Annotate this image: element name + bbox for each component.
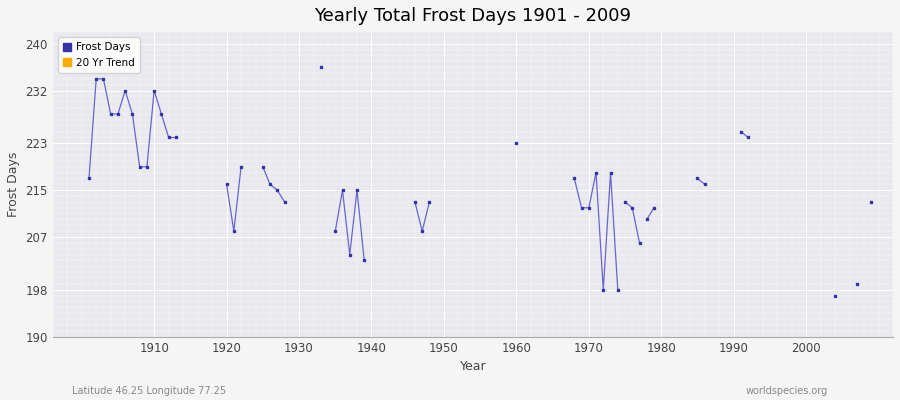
Title: Yearly Total Frost Days 1901 - 2009: Yearly Total Frost Days 1901 - 2009 [314, 7, 632, 25]
Text: worldspecies.org: worldspecies.org [746, 386, 828, 396]
Text: Latitude 46.25 Longitude 77.25: Latitude 46.25 Longitude 77.25 [72, 386, 226, 396]
X-axis label: Year: Year [460, 360, 486, 373]
Legend: Frost Days, 20 Yr Trend: Frost Days, 20 Yr Trend [58, 37, 140, 73]
Y-axis label: Frost Days: Frost Days [7, 152, 20, 217]
